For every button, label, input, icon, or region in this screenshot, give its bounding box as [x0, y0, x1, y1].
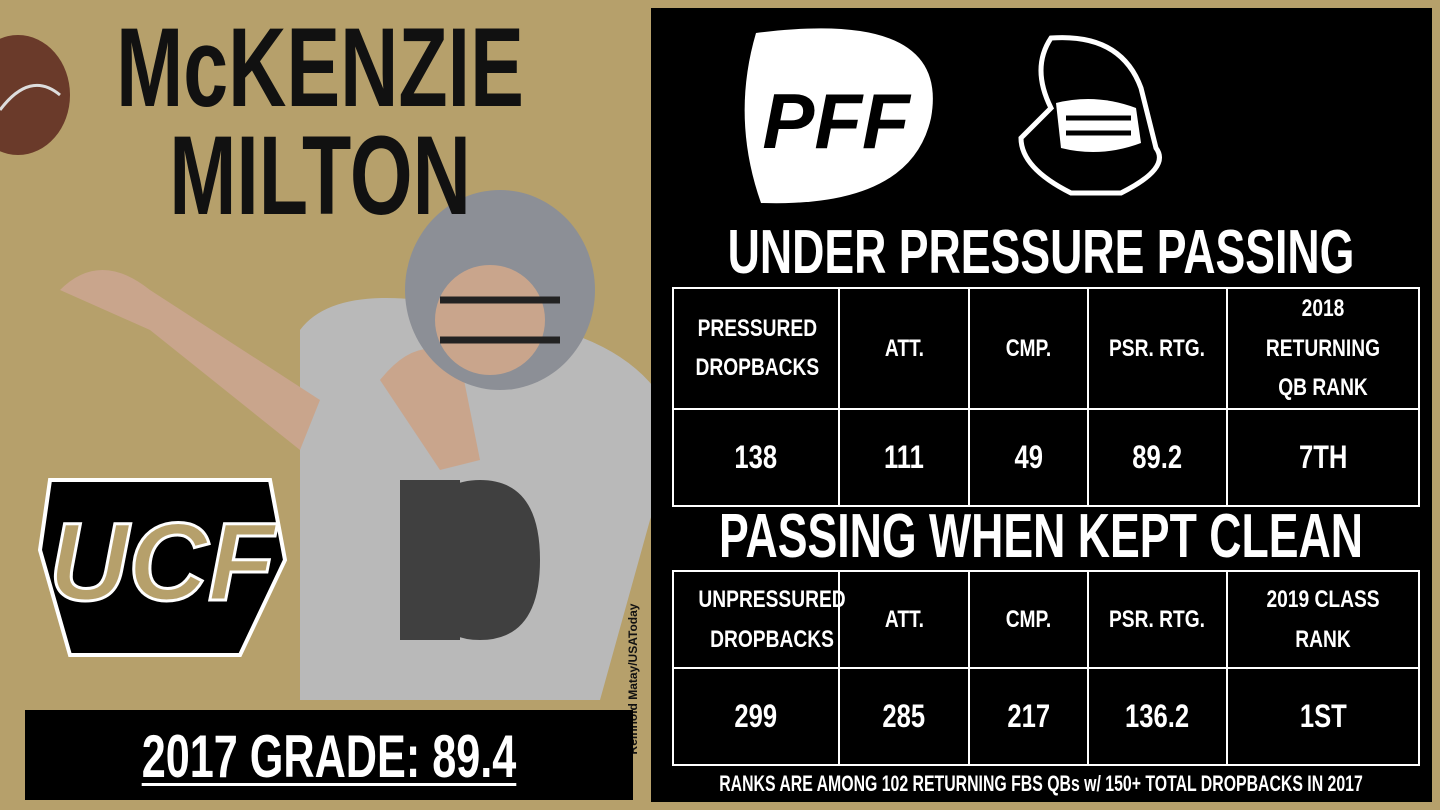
- header-text: PRESSURED DROPBACKS: [695, 314, 820, 382]
- header-text: UNPRESSURED DROPBACKS: [698, 585, 846, 653]
- value-cell: 1ST: [1226, 667, 1420, 766]
- header-text: 2019 CLASS RANK: [1266, 585, 1380, 653]
- header-cell: PSR. RTG.: [1087, 570, 1228, 669]
- grade: 2017 GRADE: 89.4: [141, 723, 517, 790]
- first-name: McKENZIE: [116, 5, 524, 130]
- header-cell: ATT.: [838, 287, 970, 410]
- value-cell: 285: [838, 667, 970, 766]
- header-cell: CMP.: [968, 287, 1089, 410]
- header-text: CMP.: [1005, 605, 1052, 633]
- value-text: 285: [882, 698, 926, 734]
- value-row: 299 285 217 136.2 1ST: [672, 667, 1420, 766]
- value-cell: 49: [968, 407, 1089, 507]
- header-cell: UNPRESSURED DROPBACKS: [672, 570, 846, 669]
- football: [0, 35, 70, 155]
- stats-panel: PFF UNDER PRESSURE PASSING PRESSURED DROP…: [651, 8, 1432, 802]
- arm: [60, 270, 320, 450]
- header-text: PSR. RTG.: [1109, 334, 1206, 362]
- pff-logo: [744, 28, 933, 204]
- value-text: 136.2: [1125, 698, 1190, 734]
- logos: PFF: [744, 28, 1162, 204]
- section-title: PASSING WHEN KEPT CLEAN: [718, 502, 1364, 571]
- player-art: UCF: [0, 35, 680, 700]
- section-title: UNDER PRESSURE PASSING: [727, 218, 1355, 287]
- value-text: 217: [1007, 698, 1050, 734]
- stats-table: PRESSURED DROPBACKS ATT. CMP. PSR. RTG. 2018…: [672, 287, 1420, 507]
- header-cell: 2019 CLASS RANK: [1226, 570, 1420, 669]
- value-text: 49: [1014, 438, 1043, 475]
- header-cell: ATT.: [838, 570, 970, 669]
- footnote: RANKS ARE AMONG 102 RETURNING FBS QBs w/…: [719, 771, 1363, 796]
- value-cell: 111: [838, 407, 970, 507]
- value-text: 89.2: [1132, 438, 1183, 475]
- stats-table: UNPRESSURED DROPBACKS ATT. CMP. PSR. RTG. 20…: [672, 570, 1420, 766]
- value-text: 7TH: [1298, 438, 1348, 475]
- knight-logo: [1018, 35, 1162, 196]
- header-text: ATT.: [884, 334, 924, 362]
- header-cell: 2018 RETURNING QB RANK: [1226, 287, 1420, 410]
- header-cell: CMP.: [968, 570, 1089, 669]
- header-row: UNPRESSURED DROPBACKS ATT. CMP. PSR. RTG. 20…: [672, 570, 1420, 669]
- pff-logo-text: PFF: [762, 77, 912, 165]
- value-row: 138 111 49 89.2 7TH: [672, 407, 1420, 507]
- value-text: 1ST: [1299, 698, 1347, 734]
- value-cell: 89.2: [1087, 407, 1228, 507]
- value-cell: 7TH: [1226, 407, 1420, 507]
- header-cell: PSR. RTG.: [1087, 287, 1228, 410]
- header-text: ATT.: [884, 605, 924, 633]
- header-cell: PRESSURED DROPBACKS: [672, 287, 840, 410]
- team-logo: UCF: [37, 478, 288, 657]
- value-cell: 299: [672, 667, 840, 766]
- hand: [380, 348, 480, 470]
- grade-box: 2017 GRADE: 89.4: [25, 710, 633, 800]
- header-row: PRESSURED DROPBACKS ATT. CMP. PSR. RTG. 2018…: [672, 287, 1420, 410]
- team-logo-text: UCF: [49, 501, 278, 624]
- value-cell: 217: [968, 667, 1089, 766]
- header-text: PSR. RTG.: [1109, 605, 1206, 633]
- value-text: 138: [734, 438, 778, 475]
- last-name: MILTON: [169, 113, 471, 238]
- value-text: 299: [734, 698, 778, 734]
- header-text: 2018 RETURNING QB RANK: [1265, 295, 1381, 402]
- value-text: 111: [884, 438, 924, 475]
- header-text: CMP.: [1005, 334, 1052, 362]
- value-cell: 138: [672, 407, 840, 507]
- value-cell: 136.2: [1087, 667, 1228, 766]
